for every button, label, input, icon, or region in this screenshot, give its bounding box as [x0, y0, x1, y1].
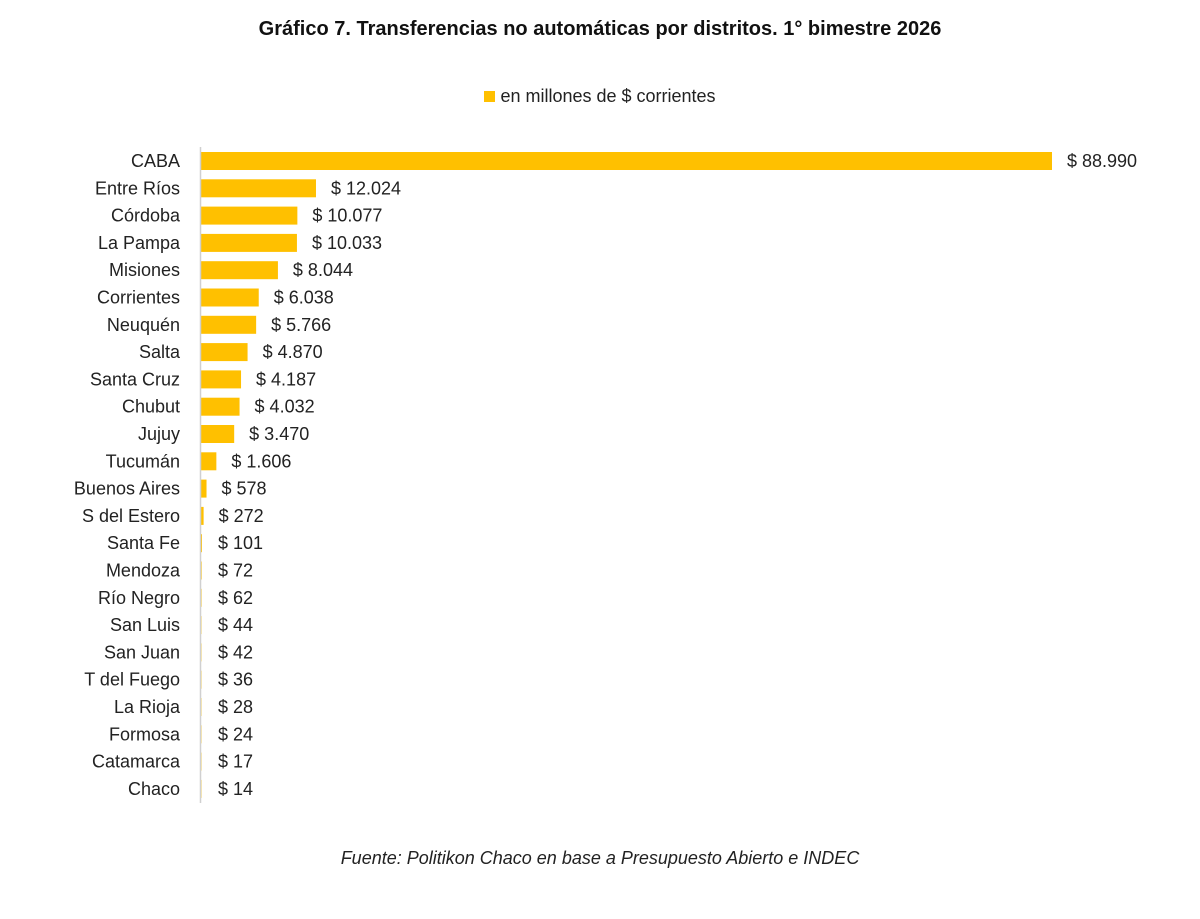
data-label: $ 36	[218, 670, 253, 690]
category-label: Tucumán	[106, 451, 180, 471]
bar	[201, 152, 1052, 170]
bar	[201, 588, 202, 607]
category-label: Río Negro	[98, 588, 180, 608]
category-label: Formosa	[109, 724, 181, 744]
bar	[201, 206, 298, 225]
bar	[201, 479, 207, 498]
category-label: La Pampa	[98, 233, 181, 253]
data-label: $ 10.077	[312, 206, 382, 226]
source-note: Fuente: Politikon Chaco en base a Presup…	[340, 848, 860, 868]
bar	[201, 561, 202, 580]
category-label: La Rioja	[114, 697, 181, 717]
data-label: $ 17	[218, 752, 253, 772]
category-label: Córdoba	[111, 206, 181, 226]
bar	[201, 343, 248, 362]
data-label: $ 44	[218, 615, 253, 635]
data-label: $ 24	[218, 724, 253, 744]
category-label: Entre Ríos	[95, 178, 180, 198]
category-label: Santa Cruz	[90, 369, 180, 389]
category-label: Misiones	[109, 260, 180, 280]
bar	[201, 370, 242, 389]
bar	[201, 425, 235, 443]
category-label: Mendoza	[106, 561, 181, 581]
category-label: Salta	[139, 342, 181, 362]
category-label: San Luis	[110, 615, 180, 635]
data-label: $ 272	[219, 506, 264, 526]
category-label: Catamarca	[92, 752, 181, 772]
bar	[201, 534, 202, 553]
data-label: $ 578	[222, 479, 267, 499]
bar	[201, 288, 259, 307]
legend-label: en millones de $ corrientes	[500, 86, 716, 106]
data-label: $ 14	[218, 779, 253, 799]
data-label: $ 28	[218, 697, 253, 717]
data-label: $ 8.044	[293, 260, 353, 280]
bar	[201, 506, 204, 525]
data-label: $ 4.032	[255, 397, 315, 417]
data-label: $ 6.038	[274, 288, 334, 308]
data-label: $ 5.766	[271, 315, 331, 335]
legend-swatch	[484, 91, 496, 102]
bar	[201, 315, 257, 334]
bar	[201, 452, 217, 471]
category-label: S del Estero	[82, 506, 180, 526]
category-label: CABA	[131, 151, 180, 171]
category-label: Santa Fe	[107, 533, 180, 553]
data-label: $ 1.606	[231, 451, 291, 471]
data-label: $ 72	[218, 561, 253, 581]
bar	[201, 179, 316, 198]
category-label: San Juan	[104, 642, 180, 662]
category-label: Chaco	[128, 779, 180, 799]
data-label: $ 88.990	[1067, 151, 1137, 171]
category-label: Neuquén	[107, 315, 180, 335]
data-label: $ 42	[218, 642, 253, 662]
chart-title: Gráfico 7. Transferencias no automáticas…	[258, 18, 942, 40]
category-label: Jujuy	[138, 424, 180, 444]
data-label: $ 4.870	[263, 342, 323, 362]
category-label: Buenos Aires	[74, 479, 180, 499]
bar	[201, 261, 278, 280]
category-label: Chubut	[122, 397, 180, 417]
bar	[201, 233, 297, 252]
data-label: $ 12.024	[331, 178, 401, 198]
data-label: $ 10.033	[312, 233, 382, 253]
category-label: T del Fuego	[84, 670, 180, 690]
data-label: $ 101	[218, 533, 263, 553]
data-label: $ 62	[218, 588, 253, 608]
data-label: $ 3.470	[249, 424, 309, 444]
legend: en millones de $ corrientes	[0, 86, 1200, 107]
data-label: $ 4.187	[256, 369, 316, 389]
bar	[201, 397, 240, 416]
category-label: Corrientes	[97, 288, 180, 308]
